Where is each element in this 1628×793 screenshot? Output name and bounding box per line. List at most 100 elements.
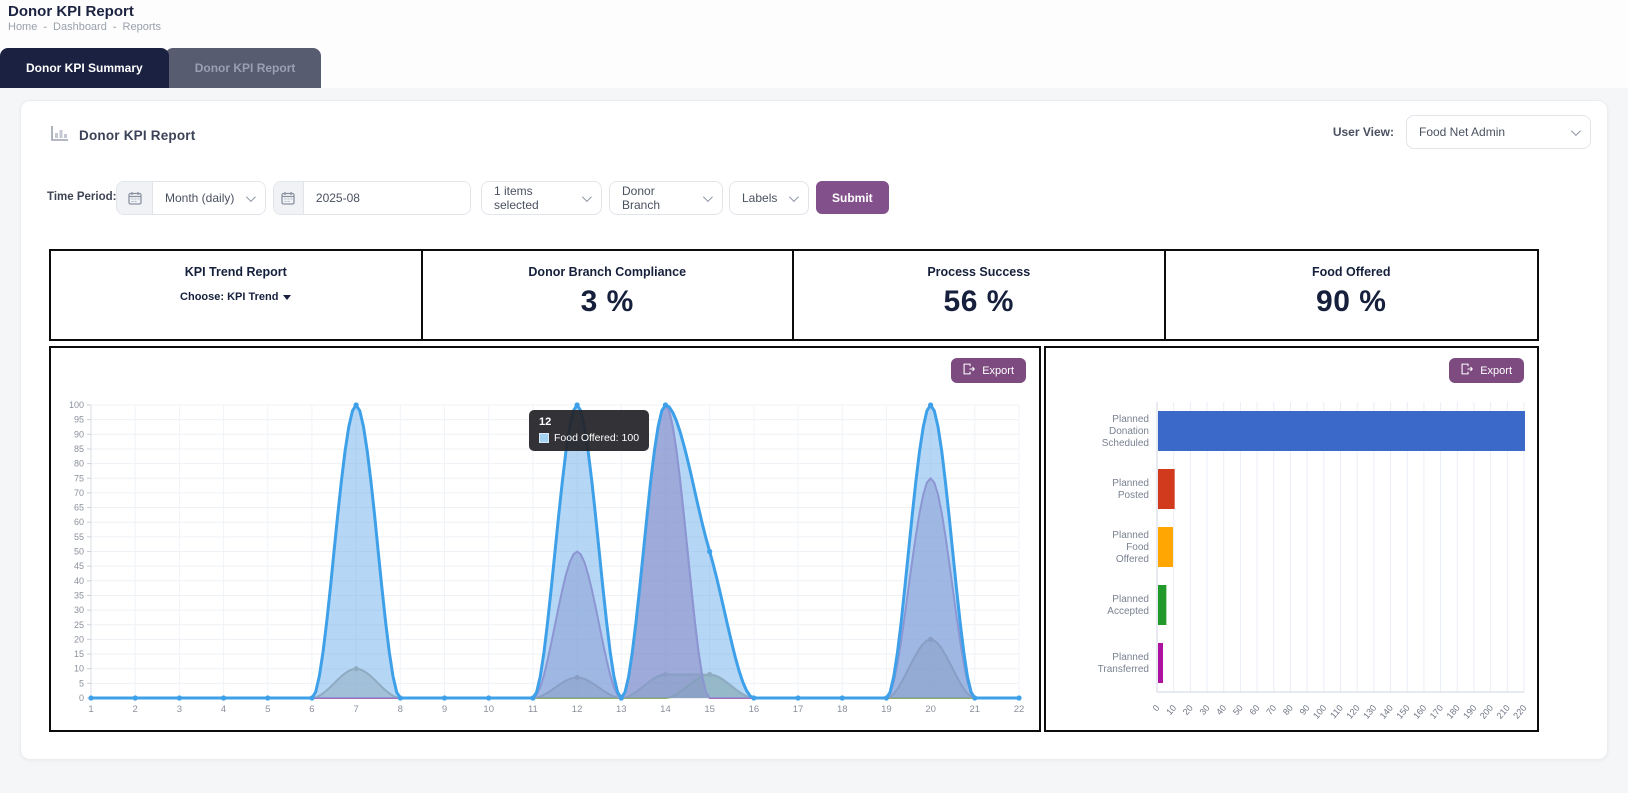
svg-text:0: 0	[1151, 703, 1162, 713]
content-area: Donor KPI Report User View: Food Net Adm…	[0, 88, 1628, 793]
svg-text:65: 65	[74, 503, 84, 513]
svg-text:80: 80	[1281, 703, 1295, 717]
svg-text:35: 35	[74, 590, 84, 600]
svg-text:8: 8	[398, 704, 403, 715]
export-icon	[963, 363, 976, 378]
svg-text:10: 10	[483, 704, 494, 715]
chevron-down-icon	[789, 192, 799, 202]
kpi-trend-chooser[interactable]: Choose: KPI Trend	[180, 291, 291, 303]
svg-text:220: 220	[1511, 703, 1528, 721]
svg-text:45: 45	[74, 561, 84, 571]
kpi-value: 56 %	[944, 285, 1014, 319]
svg-text:20: 20	[74, 634, 84, 644]
period-value-group	[273, 181, 471, 215]
svg-text:40: 40	[74, 576, 84, 586]
svg-text:150: 150	[1394, 703, 1411, 721]
donor-branch-dropdown[interactable]: Donor Branch	[609, 181, 723, 215]
items-selected-dropdown[interactable]: 1 items selected	[481, 181, 602, 215]
svg-text:15: 15	[704, 704, 715, 715]
svg-text:95: 95	[74, 415, 84, 425]
chevron-down-icon	[582, 192, 592, 202]
breadcrumb: Home-Dashboard-Reports	[8, 21, 161, 33]
user-view-label: User View:	[1333, 125, 1394, 139]
breadcrumb-home[interactable]: Home	[8, 21, 37, 33]
kpi-trend-chart-panel: Export 051015202530354045505560657075808…	[49, 346, 1041, 732]
kpi-label: Donor Branch Compliance	[528, 265, 686, 279]
svg-text:17: 17	[793, 704, 804, 715]
card-title: Donor KPI Report	[79, 128, 195, 143]
svg-text:70: 70	[1264, 703, 1278, 717]
svg-text:170: 170	[1428, 703, 1445, 721]
kpi-trend-area-chart[interactable]: 0510152025303540455055606570758085909510…	[51, 348, 1039, 735]
kpi-cell-food-offered: Food Offered 90 %	[1166, 251, 1538, 339]
svg-text:1: 1	[88, 704, 93, 715]
chevron-down-icon	[1571, 126, 1581, 136]
svg-text:50: 50	[74, 547, 84, 557]
period-month-input[interactable]	[304, 182, 470, 214]
svg-text:19: 19	[881, 704, 892, 715]
tab-donor-kpi-report[interactable]: Donor KPI Report	[165, 48, 322, 88]
page-title: Donor KPI Report	[8, 3, 134, 20]
svg-text:5: 5	[265, 704, 270, 715]
svg-text:55: 55	[74, 532, 84, 542]
bar-chart-icon	[51, 125, 69, 146]
svg-text:18: 18	[837, 704, 848, 715]
svg-text:7: 7	[353, 704, 358, 715]
planned-bars-chart-panel: Export 010203040506070809010011012013014…	[1044, 346, 1539, 732]
user-view-select[interactable]: Food Net Admin	[1406, 115, 1591, 149]
svg-text:15: 15	[74, 649, 84, 659]
svg-text:4: 4	[221, 704, 226, 715]
tab-bar: Donor KPI Summary Donor KPI Report	[0, 48, 321, 88]
svg-text:120: 120	[1344, 703, 1361, 721]
tab-donor-kpi-summary[interactable]: Donor KPI Summary	[0, 48, 169, 88]
svg-text:9: 9	[442, 704, 447, 715]
svg-text:0: 0	[79, 693, 84, 703]
svg-text:20: 20	[1181, 703, 1195, 717]
svg-text:11: 11	[528, 704, 538, 715]
calendar-icon	[274, 182, 304, 214]
page-header: Donor KPI Report Home-Dashboard-Reports …	[0, 0, 1628, 88]
labels-dropdown[interactable]: Labels	[729, 181, 809, 215]
svg-text:10: 10	[74, 664, 84, 674]
svg-text:12: 12	[572, 704, 583, 715]
export-label: Export	[982, 365, 1014, 377]
planned-horizontal-bar-chart[interactable]: 0102030405060708090100110120130140150160…	[1046, 348, 1537, 735]
kpi-label: Food Offered	[1312, 265, 1390, 279]
svg-text:PlannedPosted: PlannedPosted	[1112, 478, 1149, 501]
export-icon	[1461, 363, 1474, 378]
breadcrumb-dashboard[interactable]: Dashboard	[53, 21, 107, 33]
kpi-trend-title: KPI Trend Report	[185, 265, 287, 279]
svg-text:6: 6	[309, 704, 314, 715]
labels-value: Labels	[742, 191, 777, 205]
svg-text:40: 40	[1214, 703, 1228, 717]
donor-branch-value: Donor Branch	[622, 184, 693, 212]
filter-bar: Time Period: Month (daily) 1 items selec…	[21, 181, 1607, 221]
submit-button[interactable]: Submit	[816, 181, 889, 214]
svg-text:PlannedDonationScheduled: PlannedDonationScheduled	[1102, 414, 1149, 449]
time-period-label: Time Period:	[47, 191, 116, 203]
svg-text:60: 60	[74, 517, 84, 527]
breadcrumb-separator: -	[113, 21, 117, 33]
kpi-cell-process-success: Process Success 56 %	[794, 251, 1166, 339]
breadcrumb-reports[interactable]: Reports	[123, 21, 162, 33]
breadcrumb-separator: -	[43, 21, 47, 33]
kpi-trend-choose-label: Choose: KPI Trend	[180, 291, 278, 303]
period-type-group: Month (daily)	[116, 181, 266, 215]
svg-text:90: 90	[1298, 703, 1312, 717]
export-button-bars[interactable]: Export	[1449, 358, 1524, 383]
period-type-select[interactable]: Month (daily)	[153, 182, 265, 214]
svg-text:PlannedAccepted: PlannedAccepted	[1107, 594, 1149, 617]
svg-text:20: 20	[925, 704, 936, 715]
svg-text:80: 80	[74, 459, 84, 469]
svg-text:160: 160	[1411, 703, 1428, 721]
kpi-cell-compliance: Donor Branch Compliance 3 %	[423, 251, 795, 339]
chevron-down-icon	[703, 192, 713, 202]
export-button-trend[interactable]: Export	[951, 358, 1026, 383]
export-label: Export	[1480, 365, 1512, 377]
svg-text:85: 85	[74, 444, 84, 454]
svg-text:130: 130	[1361, 703, 1378, 721]
kpi-value: 3 %	[581, 285, 634, 319]
svg-text:100: 100	[69, 400, 84, 410]
svg-text:190: 190	[1461, 703, 1478, 721]
calendar-icon	[117, 182, 153, 214]
